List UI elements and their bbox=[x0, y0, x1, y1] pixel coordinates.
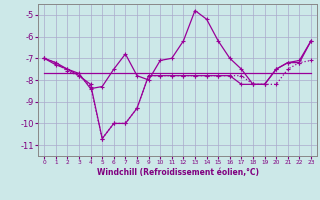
X-axis label: Windchill (Refroidissement éolien,°C): Windchill (Refroidissement éolien,°C) bbox=[97, 168, 259, 177]
